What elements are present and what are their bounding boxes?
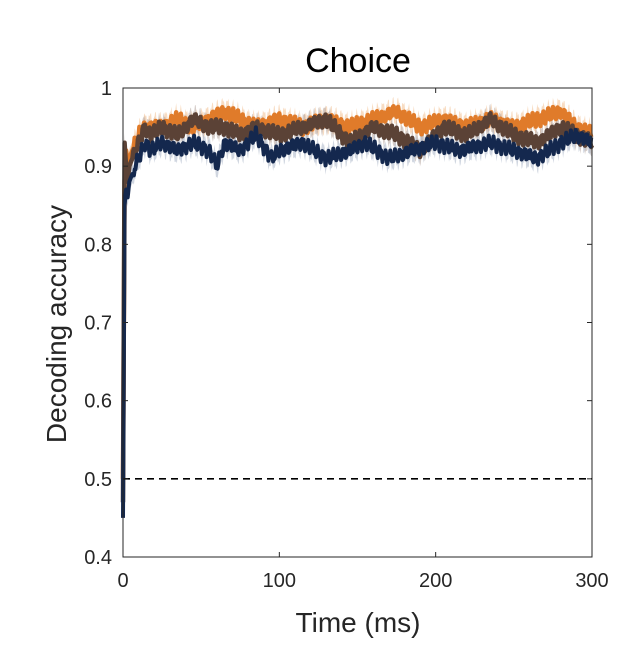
- y-tick-label: 0.8: [84, 234, 112, 256]
- x-tick-label: 200: [419, 570, 452, 592]
- chart-title: Choice: [305, 42, 411, 80]
- y-tick-label: 0.6: [84, 391, 112, 413]
- y-tick-label: 0.9: [84, 156, 112, 178]
- y-axis-label: Decoding accuracy: [41, 205, 72, 443]
- x-tick-label: 0: [117, 570, 128, 592]
- confidence-band-3: [123, 117, 592, 528]
- y-tick-label: 0.7: [84, 313, 112, 335]
- x-axis-label: Time (ms): [296, 607, 421, 638]
- x-tick-label: 100: [263, 570, 296, 592]
- y-tick-label: 0.4: [84, 547, 112, 569]
- y-tick-label: 0.5: [84, 469, 112, 491]
- series-line-3: [121, 125, 594, 518]
- y-tick-label: 1: [101, 78, 112, 100]
- x-tick-label: 300: [575, 570, 608, 592]
- series-line-2: [120, 111, 595, 503]
- plot-area: 0.4 0.5 0.6 0.7 0.8 0.9 1 0 100 200 300: [84, 78, 609, 592]
